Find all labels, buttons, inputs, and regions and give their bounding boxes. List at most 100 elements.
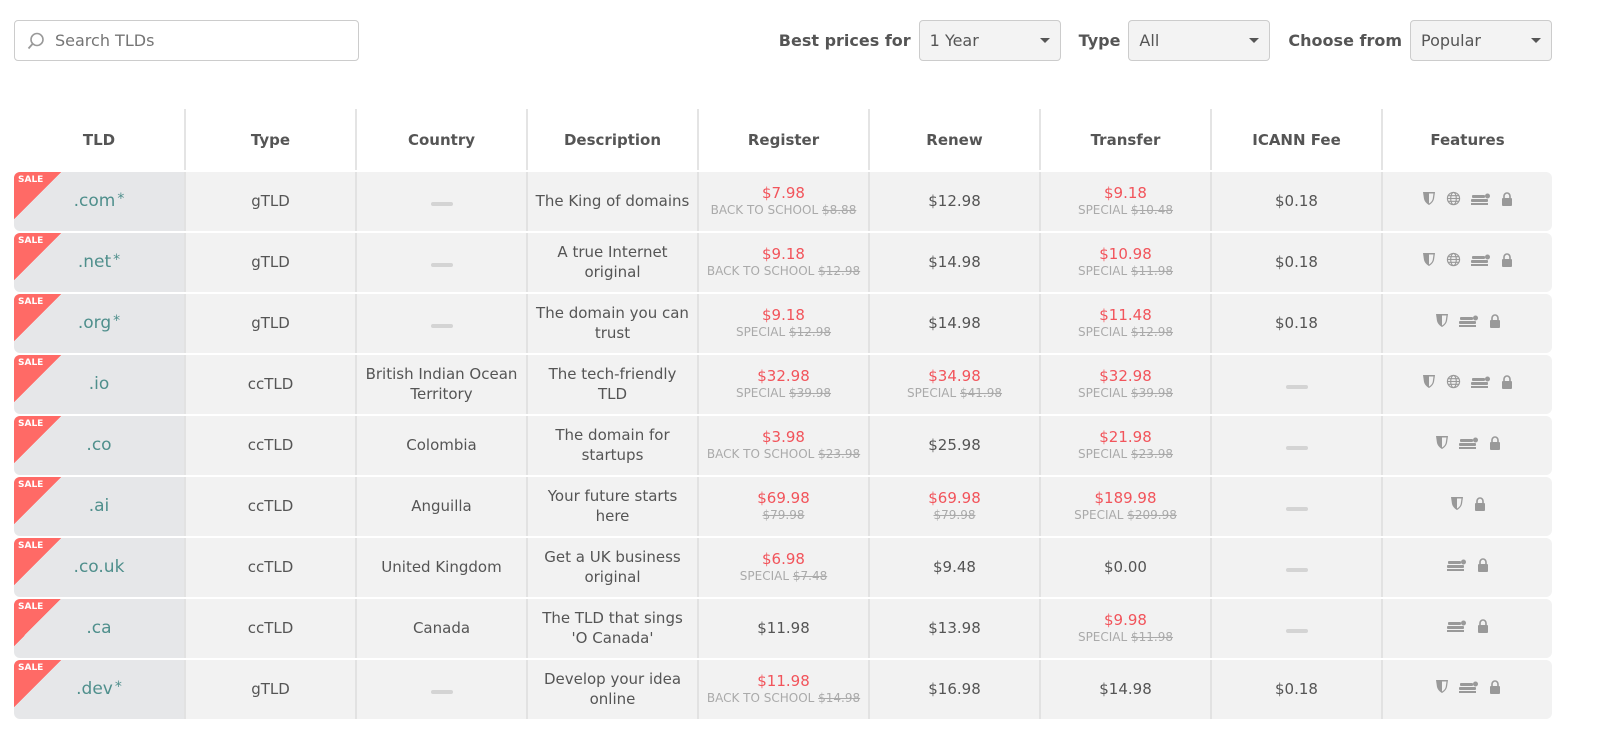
sale-badge: SALE <box>14 416 61 463</box>
register-cell: $3.98 BACK TO SCHOOL $23.98 <box>697 416 868 475</box>
globe-icon <box>1446 191 1461 211</box>
table-row[interactable]: SALE .dev * gTLD Develop your idea online $11… <box>14 660 1552 719</box>
original-price: $7.48 <box>792 569 828 584</box>
description-cell: Get a UK business original <box>526 538 697 597</box>
sale-badge: SALE <box>14 599 61 646</box>
tld-name[interactable]: .io <box>88 374 110 395</box>
tld-name[interactable]: .ai <box>88 496 110 517</box>
tld-name[interactable]: .co <box>86 435 112 456</box>
tld-cell[interactable]: SALE .co <box>14 416 184 475</box>
register-cell: $9.18 BACK TO SCHOOL $12.98 <box>697 233 868 292</box>
tld-name[interactable]: .net <box>77 252 112 273</box>
country-cell: United Kingdom <box>355 538 526 597</box>
empty-dash <box>430 689 453 694</box>
tld-name[interactable]: .co.uk <box>73 557 125 578</box>
column-header: ICANN Fee <box>1210 109 1381 170</box>
transfer-cell: $189.98 SPECIAL $209.98 <box>1039 477 1210 536</box>
choose-from-value: Popular <box>1421 31 1481 50</box>
table-row[interactable]: SALE .net * gTLD A true Internet original $9.… <box>14 233 1552 292</box>
table-row[interactable]: SALE .co ccTLD Colombia The domain for start… <box>14 416 1552 475</box>
type-select[interactable]: All <box>1128 20 1271 61</box>
icann-fee-cell <box>1210 599 1381 658</box>
empty-dash <box>430 201 453 206</box>
tld-cell[interactable]: SALE .co.uk <box>14 538 184 597</box>
server-icon <box>1458 314 1479 332</box>
shield-icon <box>1422 374 1436 394</box>
original-price: $12.98 <box>789 325 832 340</box>
chevron-down-icon <box>1039 38 1050 43</box>
period-select[interactable]: 1 Year <box>918 20 1061 61</box>
renew-cell: $14.98 <box>868 233 1039 292</box>
renew-promo: $79.98 <box>874 508 1035 524</box>
renew-price: $25.98 <box>928 435 981 454</box>
sale-badge: SALE <box>14 294 61 341</box>
sale-badge-text: SALE <box>18 480 44 490</box>
register-promo: SPECIAL $39.98 <box>703 386 864 402</box>
icann-fee: $0.18 <box>1275 252 1318 271</box>
tld-cell[interactable]: SALE .dev * <box>14 660 184 719</box>
table-row[interactable]: SALE .ca ccTLD Canada The TLD that sings 'O … <box>14 599 1552 658</box>
server-icon <box>1471 375 1491 393</box>
country-cell <box>355 660 526 719</box>
choose-from-select[interactable]: Popular <box>1410 20 1552 61</box>
country-cell <box>355 172 526 231</box>
tld-cell[interactable]: SALE .net * <box>14 233 184 292</box>
sale-badge: SALE <box>14 355 61 402</box>
table-row[interactable]: SALE .org * gTLD The domain you can trust $9.… <box>14 294 1552 353</box>
icann-fee-cell: $0.18 <box>1210 660 1381 719</box>
sale-badge: SALE <box>14 477 61 524</box>
transfer-price: $14.98 <box>1099 679 1152 698</box>
tld-cell[interactable]: SALE .org * <box>14 294 184 353</box>
renew-price: $34.98 <box>928 366 981 385</box>
shield-icon <box>1422 191 1436 211</box>
transfer-price: $189.98 <box>1094 488 1157 507</box>
renew-cell: $16.98 <box>868 660 1039 719</box>
icann-fee-cell: $0.18 <box>1210 172 1381 231</box>
renew-promo: SPECIAL $41.98 <box>874 386 1035 402</box>
lock-icon <box>1501 253 1513 272</box>
register-promo: BACK TO SCHOOL $23.98 <box>703 447 864 463</box>
country-cell: Canada <box>355 599 526 658</box>
renew-price: $14.98 <box>928 313 981 332</box>
type-cell: gTLD <box>184 233 355 292</box>
table-row[interactable]: SALE .co.uk ccTLD United Kingdom Get a UK bu… <box>14 538 1552 597</box>
transfer-price: $9.18 <box>1104 183 1147 202</box>
tld-cell[interactable]: SALE .ca <box>14 599 184 658</box>
tld-cell[interactable]: SALE .io <box>14 355 184 414</box>
register-cell: $9.18 SPECIAL $12.98 <box>697 294 868 353</box>
chevron-down-icon <box>1249 38 1260 43</box>
tld-name[interactable]: .ca <box>86 618 112 639</box>
tld-name[interactable]: .com <box>73 191 116 212</box>
type-value: All <box>1139 31 1160 50</box>
tld-name[interactable]: .dev <box>76 679 113 700</box>
original-price: $12.98 <box>818 264 861 279</box>
tld-name[interactable]: .org <box>77 313 112 334</box>
search-box[interactable] <box>14 20 359 61</box>
register-promo: SPECIAL $7.48 <box>703 569 864 585</box>
original-price: $11.98 <box>1131 264 1174 279</box>
empty-dash <box>430 262 453 267</box>
register-promo: $79.98 <box>703 508 864 524</box>
empty-dash <box>1285 506 1308 511</box>
features-cell <box>1381 660 1552 719</box>
renew-cell: $14.98 <box>868 294 1039 353</box>
transfer-cell: $0.00 <box>1039 538 1210 597</box>
table-row[interactable]: SALE .ai ccTLD Anguilla Your future starts h… <box>14 477 1552 536</box>
renew-cell: $9.48 <box>868 538 1039 597</box>
column-header: Renew <box>868 109 1039 170</box>
table-row[interactable]: SALE .io ccTLD British Indian Ocean Territo… <box>14 355 1552 414</box>
table-row[interactable]: SALE .com * gTLD The King of domains $7.98 BAC… <box>14 172 1552 231</box>
empty-dash <box>1285 628 1308 633</box>
sale-badge-text: SALE <box>18 297 44 307</box>
description-cell: The tech-friendly TLD <box>526 355 697 414</box>
shield-icon <box>1422 252 1436 272</box>
register-price: $7.98 <box>762 183 805 202</box>
icann-fee-cell <box>1210 538 1381 597</box>
description-cell: Your future starts here <box>526 477 697 536</box>
tld-cell[interactable]: SALE .ai <box>14 477 184 536</box>
shield-icon <box>1435 435 1449 455</box>
column-header: Transfer <box>1039 109 1210 170</box>
tld-cell[interactable]: SALE .com * <box>14 172 184 231</box>
features-cell <box>1381 538 1552 597</box>
search-input[interactable] <box>55 31 335 50</box>
